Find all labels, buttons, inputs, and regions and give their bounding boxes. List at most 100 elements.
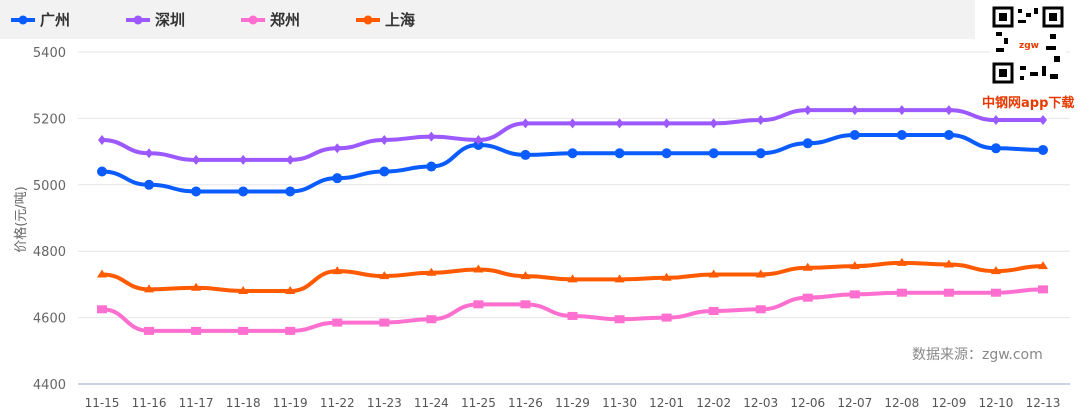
data-point[interactable] [802, 138, 813, 149]
data-point[interactable] [943, 259, 954, 268]
legend-label: 郑州 [270, 11, 301, 29]
legend-item[interactable]: 郑州 [240, 9, 345, 30]
data-point[interactable] [144, 284, 155, 293]
x-tick-label: 11-26 [508, 396, 543, 410]
data-point[interactable] [97, 166, 107, 177]
data-point[interactable] [802, 293, 813, 302]
data-point[interactable] [145, 148, 154, 159]
data-point[interactable] [332, 266, 343, 275]
legend-item[interactable]: 深圳 [125, 9, 230, 30]
data-point[interactable] [755, 269, 766, 278]
data-point[interactable] [614, 148, 625, 159]
data-point[interactable] [991, 115, 1000, 126]
x-tick-label: 12-03 [743, 396, 778, 410]
data-point[interactable] [144, 326, 155, 335]
data-point[interactable] [896, 130, 907, 140]
data-point[interactable] [285, 286, 296, 295]
data-point[interactable] [615, 118, 624, 129]
data-point[interactable] [286, 154, 295, 165]
data-point[interactable] [192, 154, 201, 165]
qr-code-image: zgw [990, 4, 1066, 86]
legend-item[interactable]: 广州 [10, 9, 115, 30]
data-point[interactable] [990, 266, 1001, 275]
data-point[interactable] [332, 173, 343, 184]
data-point[interactable] [1038, 144, 1048, 155]
data-point[interactable] [896, 288, 907, 297]
data-point[interactable] [473, 264, 484, 273]
data-point[interactable] [191, 282, 202, 291]
data-point[interactable] [97, 269, 107, 278]
data-point[interactable] [708, 269, 719, 278]
data-point[interactable] [897, 105, 906, 116]
data-point[interactable] [97, 305, 107, 314]
data-point[interactable] [755, 148, 766, 159]
data-point[interactable] [567, 148, 578, 159]
data-point[interactable] [473, 300, 484, 309]
data-point[interactable] [756, 115, 765, 126]
app-download-label[interactable]: 中钢网app下载 [982, 96, 1075, 111]
y-tick-label: 5400 [33, 46, 66, 61]
data-point[interactable] [380, 134, 389, 145]
data-point[interactable] [661, 272, 672, 281]
data-point[interactable] [802, 262, 813, 271]
data-point[interactable] [896, 257, 907, 266]
data-point[interactable] [426, 267, 437, 276]
data-point[interactable] [426, 315, 437, 324]
legend-marker-icon [11, 15, 35, 24]
data-point[interactable] [426, 161, 437, 172]
data-point[interactable] [332, 318, 343, 327]
data-point[interactable] [944, 105, 953, 116]
x-tick-label: 12-06 [790, 396, 825, 410]
data-point[interactable] [850, 105, 859, 116]
data-point[interactable] [708, 148, 719, 159]
data-point[interactable] [98, 134, 106, 145]
data-point[interactable] [661, 313, 672, 322]
y-tick-label: 4600 [33, 312, 66, 327]
data-point[interactable] [474, 134, 483, 145]
data-point[interactable] [144, 179, 155, 190]
data-point[interactable] [662, 118, 671, 129]
data-point[interactable] [238, 186, 249, 197]
data-point[interactable] [849, 261, 860, 270]
data-point[interactable] [709, 118, 718, 129]
data-point[interactable] [614, 274, 625, 283]
data-point[interactable] [990, 143, 1001, 154]
data-point[interactable] [191, 326, 202, 335]
data-point[interactable] [990, 288, 1001, 297]
data-point[interactable] [1039, 115, 1047, 126]
data-point[interactable] [379, 271, 390, 280]
data-point[interactable] [238, 326, 249, 335]
data-point[interactable] [567, 274, 578, 283]
data-point[interactable] [521, 118, 530, 129]
data-point[interactable] [614, 315, 625, 324]
data-point[interactable] [520, 149, 531, 160]
legend-item[interactable]: 上海 [355, 9, 460, 30]
data-point[interactable] [849, 290, 860, 299]
data-point[interactable] [238, 286, 249, 295]
data-point[interactable] [379, 166, 390, 177]
data-point[interactable] [568, 118, 577, 129]
data-point[interactable] [755, 305, 766, 314]
data-point[interactable] [943, 288, 954, 297]
data-point[interactable] [285, 326, 296, 335]
data-point[interactable] [520, 271, 531, 280]
data-point[interactable] [803, 105, 812, 116]
data-point[interactable] [661, 148, 672, 159]
x-tick-label: 12-08 [884, 396, 919, 410]
data-point[interactable] [191, 186, 202, 197]
data-point[interactable] [567, 311, 578, 320]
y-tick-label: 5000 [33, 179, 66, 194]
x-tick-label: 12-09 [931, 396, 966, 410]
data-point[interactable] [708, 306, 719, 315]
data-point[interactable] [379, 318, 390, 327]
x-tick-label: 12-13 [1026, 396, 1061, 410]
data-point[interactable] [849, 130, 860, 140]
data-point[interactable] [1038, 285, 1048, 294]
data-point[interactable] [285, 186, 296, 197]
data-point[interactable] [333, 143, 342, 154]
data-point[interactable] [1038, 261, 1048, 270]
data-point[interactable] [520, 300, 531, 309]
data-point[interactable] [943, 130, 954, 140]
data-point[interactable] [427, 131, 436, 142]
data-point[interactable] [239, 154, 248, 165]
